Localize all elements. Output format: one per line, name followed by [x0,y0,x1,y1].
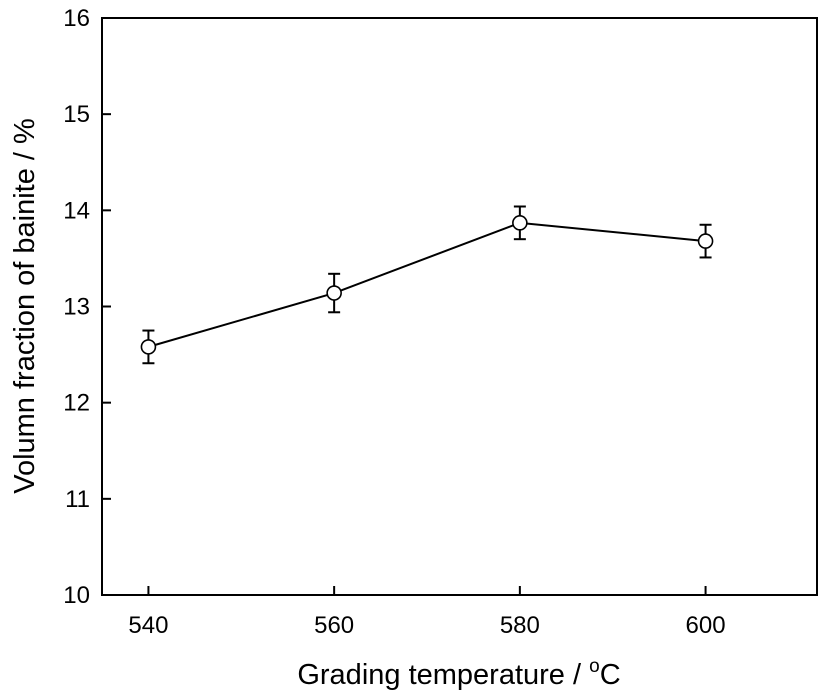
y-tick-label: 16 [63,5,90,32]
series-line [148,221,706,348]
x-axis-title-degree: o [589,656,600,677]
series-layer [140,205,714,365]
y-tick-label: 12 [63,390,90,417]
x-axis-title: Grading temperature / oC [297,656,620,691]
x-tick-label: 600 [686,612,726,639]
plot-frame [101,17,818,596]
x-tick-label: 540 [128,612,168,639]
data-point [140,339,157,355]
x-axis-ticks: 540 560 580 600 [128,586,726,639]
y-tick-label: 14 [63,197,90,224]
x-tick-label: 560 [314,612,354,639]
y-tick-label: 15 [63,101,90,128]
data-point [697,233,714,249]
data-point [326,285,342,301]
y-axis-ticks: 10 11 12 13 14 15 16 [63,5,111,609]
y-tick-label: 10 [63,582,90,609]
y-axis-title: Volumn fraction of bainite / % [9,118,41,494]
data-point [512,215,528,231]
x-tick-label: 580 [500,612,540,639]
y-tick-label: 13 [63,294,90,321]
x-axis-title-text: Grading temperature / [297,659,589,691]
x-axis-title-unit: C [600,659,621,691]
y-tick-label: 11 [65,486,90,513]
